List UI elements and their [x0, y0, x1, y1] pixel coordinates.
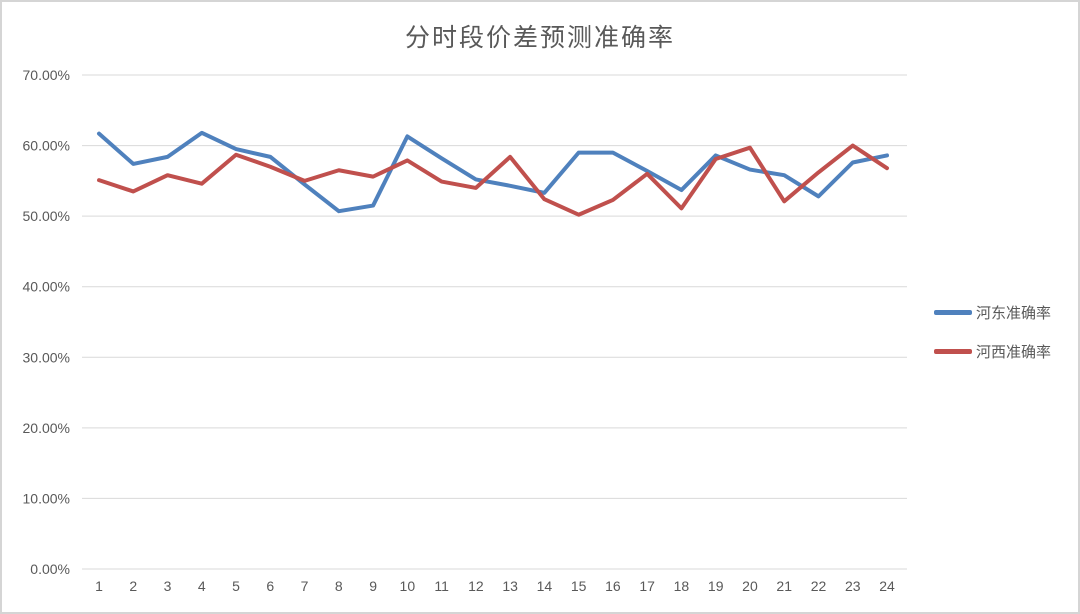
x-tick-label: 11	[434, 578, 449, 594]
y-tick-label: 0.00%	[30, 561, 70, 577]
y-tick-label: 10.00%	[23, 490, 70, 506]
x-tick-label: 12	[468, 578, 484, 594]
x-tick-label: 19	[708, 578, 724, 594]
legend-item-hedong[interactable]: 河东准确率	[934, 302, 1051, 323]
x-tick-label: 17	[639, 578, 655, 594]
x-tick-label: 7	[301, 578, 309, 594]
x-tick-label: 13	[502, 578, 518, 594]
x-tick-label: 18	[674, 578, 690, 594]
x-tick-label: 2	[129, 578, 137, 594]
x-tick-label: 16	[605, 578, 621, 594]
x-tick-label: 15	[571, 578, 587, 594]
x-tick-label: 3	[164, 578, 172, 594]
y-tick-label: 40.00%	[23, 279, 70, 295]
x-tick-label: 4	[198, 578, 206, 594]
x-tick-label: 24	[879, 578, 895, 594]
x-tick-label: 14	[537, 578, 553, 594]
x-tick-label: 6	[266, 578, 274, 594]
legend-label-hexi: 河西准确率	[976, 345, 1052, 361]
y-tick-label: 20.00%	[23, 420, 70, 436]
y-tick-label: 30.00%	[23, 349, 70, 365]
series-line-0[interactable]	[97, 130, 889, 214]
legend-item-hexi[interactable]: 河西准确率	[934, 341, 1051, 362]
chart-title: 分时段价差预测准确率	[404, 25, 675, 52]
series-line-1[interactable]	[97, 143, 889, 217]
x-tick-label: 9	[369, 578, 377, 594]
x-tick-label: 10	[400, 578, 416, 594]
x-tick-label: 8	[335, 578, 343, 594]
legend-swatch-hedong-icon	[934, 310, 972, 315]
y-tick-label: 60.00%	[23, 138, 70, 154]
legend: 河东准确率 河西准确率	[934, 302, 1051, 362]
x-tick-label: 1	[95, 578, 103, 594]
y-tick-label: 50.00%	[23, 208, 70, 224]
legend-label-hedong: 河东准确率	[976, 306, 1052, 322]
x-tick-label: 21	[776, 578, 792, 594]
x-tick-label: 20	[742, 578, 758, 594]
legend-swatch-hexi-icon	[934, 349, 972, 354]
x-tick-label: 22	[811, 578, 827, 594]
x-tick-label: 23	[845, 578, 861, 594]
x-tick-label: 5	[232, 578, 240, 594]
y-tick-label: 70.00%	[23, 67, 70, 83]
